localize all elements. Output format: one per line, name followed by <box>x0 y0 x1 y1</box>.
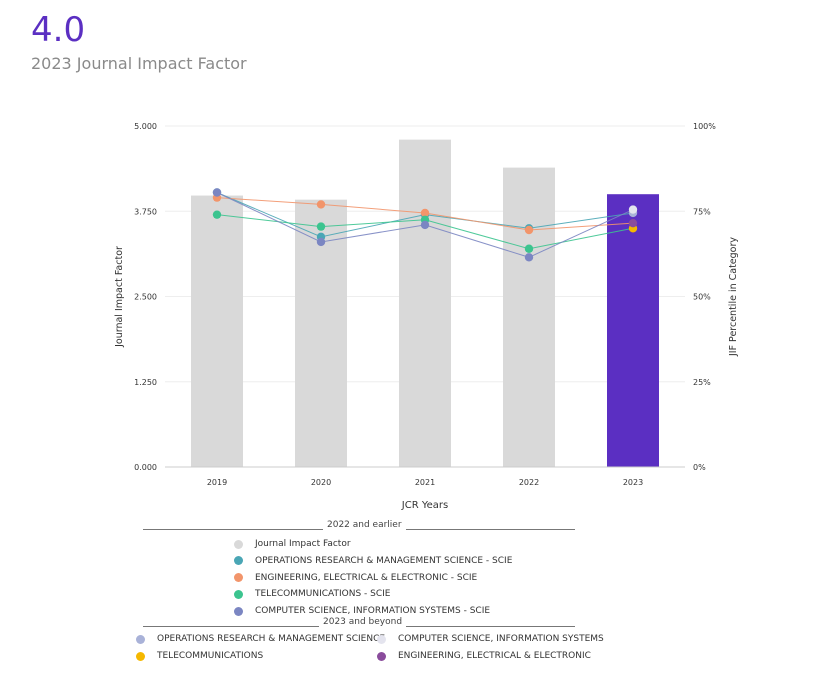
legend-item[interactable]: ENGINEERING, ELECTRICAL & ELECTRONIC - S… <box>234 573 477 583</box>
y2-tick-label: 0% <box>693 463 706 472</box>
impact-factor-value: 4.0 <box>31 10 86 50</box>
x-axis-title: JCR Years <box>401 500 448 511</box>
legend-swatch <box>234 606 243 616</box>
legend-label: ENGINEERING, ELECTRICAL & ELECTRONIC - S… <box>255 572 478 583</box>
bar <box>399 139 451 467</box>
legend-swatch <box>234 556 243 566</box>
y-tick-label: 1.250 <box>134 378 157 387</box>
legend-label: ENGINEERING, ELECTRICAL & ELECTRONIC <box>398 651 591 661</box>
y2-tick-label: 50% <box>693 293 711 302</box>
y2-tick-label: 25% <box>693 378 711 387</box>
series-point <box>420 208 430 218</box>
legend-item[interactable]: COMPUTER SCIENCE, INFORMATION SYSTEMS <box>377 634 604 644</box>
x-tick-label: 2023 <box>623 478 643 487</box>
legend-item[interactable]: COMPUTER SCIENCE, INFORMATION SYSTEMS - … <box>234 606 490 616</box>
series-point <box>212 210 222 219</box>
legend-swatch <box>377 634 386 644</box>
point-2023 <box>628 205 638 214</box>
series-point <box>420 220 430 230</box>
legend-swatch <box>136 634 145 644</box>
series-point <box>212 188 222 197</box>
legend-section-earlier: 2022 and earlier <box>143 520 575 530</box>
legend-item[interactable]: ENGINEERING, ELECTRICAL & ELECTRONIC <box>377 651 591 661</box>
y-tick-label: 0.000 <box>134 463 157 472</box>
legend-item[interactable]: OPERATIONS RESEARCH & MANAGEMENT SCIENCE… <box>234 556 512 566</box>
legend-section-beyond: 2023 and beyond <box>143 617 575 627</box>
series-point <box>316 200 326 209</box>
y2-axis-title: JIF Percentile in Category <box>728 237 739 357</box>
y-tick-label: 3.750 <box>134 207 157 216</box>
legend-label: Journal Impact Factor <box>255 539 351 549</box>
legend-label: OPERATIONS RESEARCH & MANAGEMENT SCIENCE <box>157 634 386 644</box>
series-point <box>316 222 326 231</box>
legend-swatch <box>234 573 243 583</box>
series-point <box>316 237 326 247</box>
legend-label: TELECOMMUNICATIONS - SCIE <box>255 589 391 600</box>
legend-swatch <box>136 651 145 661</box>
legend-item[interactable]: TELECOMMUNICATIONS - SCIE <box>234 589 391 599</box>
legend-item[interactable]: Journal Impact Factor <box>234 539 351 549</box>
legend-section-beyond-title: 2023 and beyond <box>323 617 403 627</box>
legend-swatch <box>234 589 243 599</box>
y2-tick-label: 100% <box>693 122 716 131</box>
y-tick-label: 5.000 <box>134 122 157 131</box>
legend-label: COMPUTER SCIENCE, INFORMATION SYSTEMS <box>398 634 604 644</box>
impact-factor-caption: 2023 Journal Impact Factor <box>31 54 247 73</box>
x-tick-label: 2020 <box>311 478 331 487</box>
legend-item[interactable]: TELECOMMUNICATIONS <box>136 651 263 661</box>
legend-section-earlier-title: 2022 and earlier <box>327 520 402 530</box>
bar <box>503 167 555 468</box>
bar <box>607 194 659 467</box>
legend-label: TELECOMMUNICATIONS <box>157 651 264 661</box>
y2-tick-label: 75% <box>693 207 711 216</box>
series-point <box>524 225 534 235</box>
series-point <box>524 253 534 262</box>
bar <box>191 195 243 467</box>
x-tick-label: 2019 <box>207 478 227 487</box>
legend-item[interactable]: OPERATIONS RESEARCH & MANAGEMENT SCIENCE <box>136 634 385 644</box>
y-axis-title: Journal Impact Factor <box>114 246 125 348</box>
x-tick-label: 2021 <box>415 478 435 487</box>
legend-swatch <box>377 651 386 661</box>
y-tick-label: 2.500 <box>134 293 157 302</box>
point-2023 <box>628 218 638 228</box>
series-point <box>524 244 534 253</box>
legend-swatch <box>234 539 243 549</box>
legend-label: OPERATIONS RESEARCH & MANAGEMENT SCIENCE… <box>255 555 513 566</box>
x-tick-label: 2022 <box>519 478 539 487</box>
legend-label: COMPUTER SCIENCE, INFORMATION SYSTEMS - … <box>255 606 491 617</box>
